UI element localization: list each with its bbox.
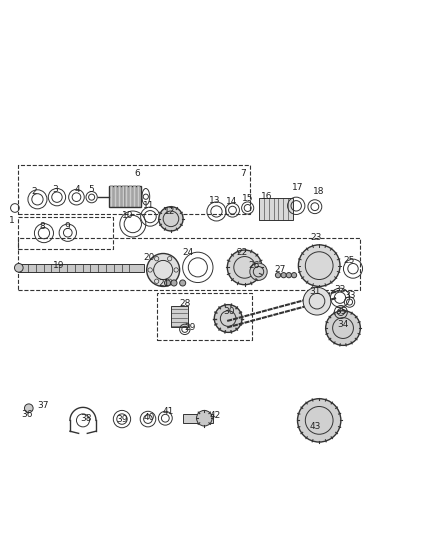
Bar (133, 187, 136, 207)
Circle shape (14, 263, 23, 272)
Text: 22: 22 (237, 248, 247, 257)
Bar (182, 414, 212, 423)
Text: 19: 19 (53, 261, 64, 270)
Text: 34: 34 (336, 320, 348, 329)
Text: 25: 25 (343, 256, 354, 265)
Text: 37: 37 (37, 401, 48, 410)
Text: 33: 33 (343, 292, 354, 301)
Bar (18, 264, 143, 272)
Text: 31: 31 (308, 287, 320, 296)
Text: 30: 30 (223, 306, 234, 316)
Bar (129, 187, 132, 207)
Text: 35: 35 (334, 306, 346, 316)
Text: 41: 41 (162, 407, 173, 416)
Circle shape (298, 245, 339, 286)
Text: 4: 4 (74, 185, 80, 195)
Text: 39: 39 (116, 415, 127, 424)
Text: 16: 16 (260, 192, 272, 201)
Bar (121, 187, 124, 207)
Text: 9: 9 (64, 222, 70, 231)
Text: 27: 27 (274, 265, 285, 274)
Circle shape (291, 272, 296, 278)
Text: 2: 2 (31, 187, 37, 196)
Circle shape (196, 410, 212, 426)
Circle shape (303, 287, 330, 315)
Text: 7: 7 (240, 169, 246, 178)
Text: 26: 26 (248, 261, 259, 270)
Text: 8: 8 (39, 222, 45, 231)
Text: 36: 36 (22, 410, 33, 419)
Circle shape (227, 250, 261, 285)
Bar (125, 187, 128, 207)
Circle shape (275, 272, 280, 278)
Text: 10: 10 (122, 211, 133, 220)
Text: 14: 14 (225, 197, 237, 206)
Circle shape (146, 254, 179, 286)
Text: 32: 32 (334, 285, 345, 294)
Text: 18: 18 (312, 188, 323, 197)
Bar (18, 238, 360, 290)
Text: 6: 6 (134, 169, 140, 178)
Text: 21: 21 (158, 279, 170, 288)
Text: 28: 28 (179, 299, 190, 308)
Text: 29: 29 (184, 322, 196, 332)
Text: 5: 5 (88, 185, 94, 195)
Bar (18, 165, 249, 214)
Text: 40: 40 (143, 413, 155, 422)
Text: 23: 23 (309, 232, 321, 241)
Text: 42: 42 (208, 410, 220, 419)
Text: 13: 13 (208, 196, 219, 205)
Circle shape (25, 404, 33, 413)
Circle shape (159, 207, 183, 231)
Bar (18, 216, 113, 249)
Circle shape (214, 305, 241, 333)
Text: 38: 38 (81, 414, 92, 423)
Text: 17: 17 (291, 183, 303, 192)
Text: 3: 3 (52, 185, 57, 194)
Bar (113, 187, 117, 207)
Circle shape (170, 280, 177, 286)
Text: 1: 1 (10, 216, 15, 224)
Text: 15: 15 (241, 194, 252, 203)
Bar (156, 293, 251, 340)
Circle shape (179, 280, 185, 286)
Circle shape (164, 280, 170, 286)
Bar (170, 305, 187, 327)
Text: 24: 24 (182, 248, 194, 257)
Text: 11: 11 (142, 201, 154, 211)
Bar (137, 187, 140, 207)
Circle shape (325, 311, 360, 345)
Bar (258, 198, 293, 220)
Circle shape (280, 272, 286, 278)
Circle shape (286, 272, 291, 278)
Circle shape (249, 263, 267, 280)
Text: 43: 43 (308, 422, 320, 431)
Text: 20: 20 (143, 253, 155, 262)
Bar (109, 187, 141, 207)
Circle shape (297, 399, 340, 442)
Bar (117, 187, 120, 207)
Text: 12: 12 (163, 206, 174, 215)
Bar (110, 187, 113, 207)
